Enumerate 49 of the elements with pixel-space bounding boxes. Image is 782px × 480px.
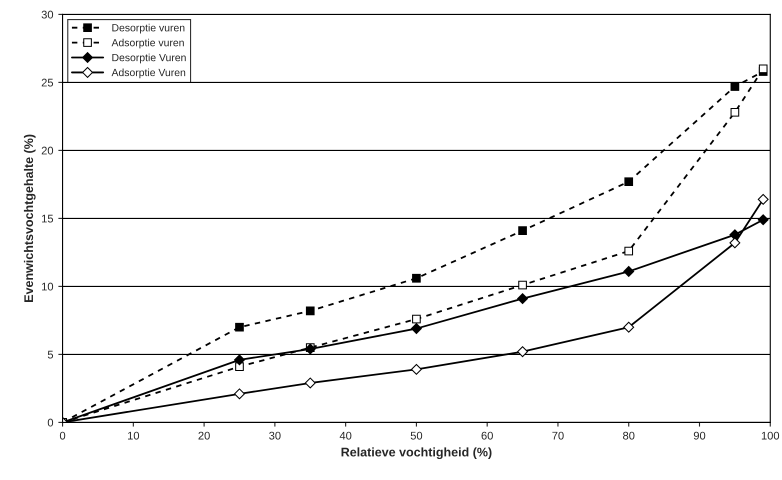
x-tick-label: 50 [410,432,422,440]
y-tick-label: 20 [42,146,54,155]
point [412,274,421,283]
legend-label: Desorptie vuren [112,24,184,34]
point [518,226,527,235]
point [410,364,422,375]
x-tick-label: 70 [552,432,564,440]
y-tick-label: 0 [48,418,54,427]
point [730,82,740,91]
legend-label: Desorptie Vuren [112,54,186,64]
point [235,322,244,332]
x-tick-label: 40 [340,432,352,440]
point [410,323,422,334]
x-tick-label: 30 [269,432,281,440]
point [758,214,769,226]
point [235,362,244,371]
point [234,354,245,366]
y-tick-label: 5 [48,350,54,359]
point [517,293,528,304]
x-tick-label: 20 [198,432,210,440]
point [623,266,634,277]
x-tick-label: 90 [694,432,706,440]
x-tick-label: 10 [128,432,140,440]
y-tick-label: 15 [42,214,54,223]
point [623,322,634,333]
point [306,306,315,316]
point [518,280,527,290]
y-tick-label: 25 [42,78,54,87]
point [234,388,245,400]
x-axis-title: Relatieve vochtigheid (%) [342,447,492,460]
x-tick-label: 0 [60,432,66,440]
x-tick-label: 100 [762,432,780,440]
x-tick-label: 60 [482,432,493,440]
point [758,194,769,205]
y-tick-label: 30 [42,10,54,19]
x-tick-label: 80 [623,432,634,440]
y-tick-label: 10 [42,282,54,291]
point [517,346,528,358]
point [729,237,740,248]
point [758,64,768,74]
point [304,344,316,354]
y-axis-title: Evenwichtsvochtgehalte (%) [24,134,36,302]
point [412,314,421,324]
point [624,246,634,256]
legend-label: Adsorptie vuren [112,38,184,48]
point [624,177,634,186]
point [730,108,740,117]
point [304,378,316,388]
legend-label: Adsorptie Vuren [112,68,186,78]
